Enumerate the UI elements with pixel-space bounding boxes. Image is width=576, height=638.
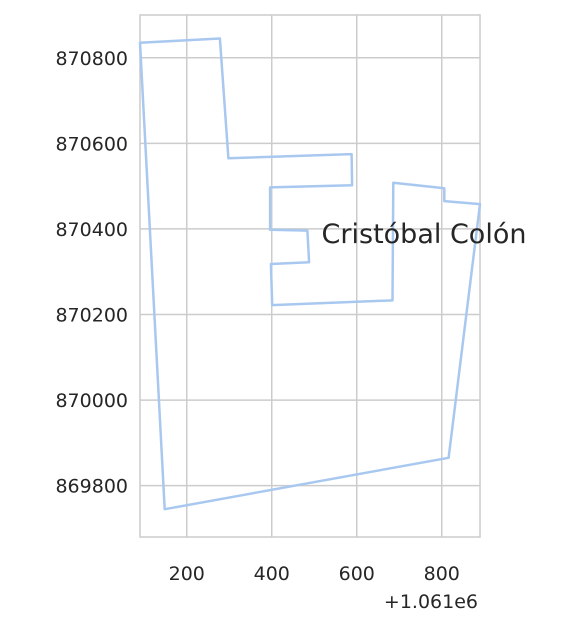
region-boundary: [138, 37, 482, 511]
x-tick-label: 400: [254, 563, 290, 585]
y-tick-label: 870600: [55, 133, 128, 155]
y-tick-label: 870400: [55, 219, 128, 241]
x-offset-label: +1.061e6: [384, 591, 478, 613]
x-tick-label: 600: [339, 563, 375, 585]
y-tick-labels: 869800 870000 870200 870400 870600 870800: [55, 48, 128, 498]
plot-frame: [139, 14, 481, 538]
x-tick-label: 200: [169, 563, 205, 585]
y-tick-label: 870200: [55, 305, 128, 327]
y-tick-label: 870000: [55, 390, 128, 412]
region-label: Cristóbal Colón: [322, 219, 527, 250]
y-tick-label: 870800: [55, 48, 128, 70]
x-tick-label: 800: [424, 563, 460, 585]
y-tick-label: 869800: [55, 476, 128, 498]
grid-lines: [140, 15, 480, 537]
x-tick-labels: 200 400 600 800: [169, 563, 460, 585]
